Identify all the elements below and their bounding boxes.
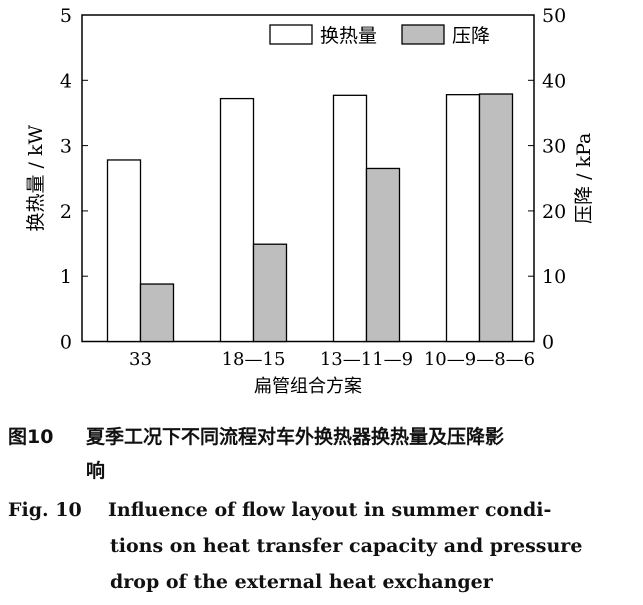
bar-heat xyxy=(332,94,368,343)
y-left-tick-label: 5 xyxy=(60,5,72,27)
y-left-tick-label: 4 xyxy=(60,70,72,92)
caption-english: Fig. 10 Influence of flow layout in summe… xyxy=(8,492,638,600)
y-right-tick-label: 30 xyxy=(542,136,566,158)
legend-swatch xyxy=(269,24,313,45)
x-tick-label: 18—15 xyxy=(222,349,286,370)
x-tick-label: 33 xyxy=(129,349,152,370)
caption-cn-label: 图10 xyxy=(8,426,54,448)
bar-pressure xyxy=(252,243,288,343)
y-left-tick-label: 2 xyxy=(60,201,72,223)
y-left-tick-label: 0 xyxy=(60,332,72,354)
caption-en-text: Influence of flow layout in summer condi… xyxy=(108,499,552,521)
x-tick-label: 13—11—9 xyxy=(320,349,413,370)
x-axis-label: 扁管组合方案 xyxy=(254,376,362,397)
legend-label: 压降 xyxy=(452,25,490,47)
caption-en-label: Fig. 10 xyxy=(8,499,82,521)
plot-frame xyxy=(81,14,535,343)
bar-heat xyxy=(219,97,255,343)
y-left-axis-label: 换热量 / kW xyxy=(25,125,47,232)
caption-en-text-cont2: drop of the external heat exchanger xyxy=(110,571,493,593)
bar-pressure xyxy=(139,283,175,343)
legend-swatch xyxy=(401,24,445,45)
caption-cn-text-cont: 响 xyxy=(86,460,106,482)
y-left-tick-label: 3 xyxy=(60,136,72,158)
caption-chinese: 图10 夏季工况下不同流程对车外换热器换热量及压降影 响 xyxy=(8,420,638,488)
y-right-tick-label: 0 xyxy=(542,332,554,354)
caption-cn-text: 夏季工况下不同流程对车外换热器换热量及压降影 xyxy=(86,426,505,448)
caption-en-text-cont: tions on heat transfer capacity and pres… xyxy=(110,535,583,557)
y-right-tick-label: 20 xyxy=(542,201,566,223)
bar-pressure xyxy=(478,93,514,343)
bar-heat xyxy=(106,159,142,343)
y-left-tick-label: 1 xyxy=(60,266,72,288)
x-tick-label: 10—9—8—6 xyxy=(424,349,535,370)
y-right-tick-label: 40 xyxy=(542,70,566,92)
legend-label: 换热量 xyxy=(320,25,377,47)
y-right-tick-label: 50 xyxy=(542,5,566,27)
bar-heat xyxy=(445,94,481,343)
y-right-axis-label: 压降 / kPa xyxy=(573,133,595,224)
y-right-tick-label: 10 xyxy=(542,266,566,288)
bar-pressure xyxy=(365,167,401,343)
